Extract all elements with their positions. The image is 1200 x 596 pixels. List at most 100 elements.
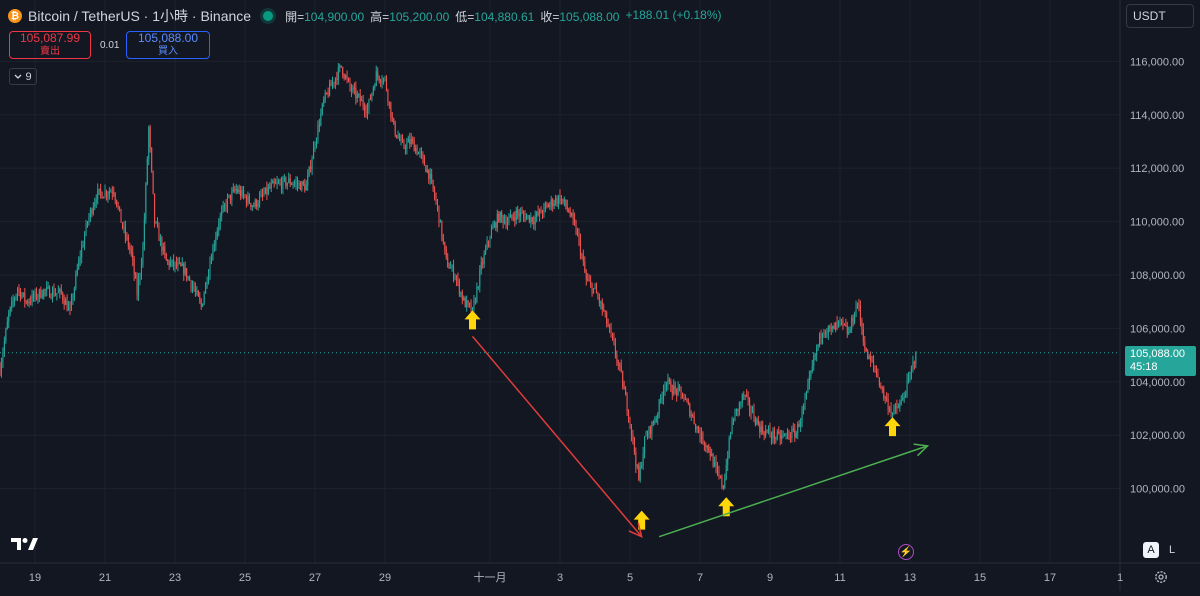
candle-body: [496, 213, 498, 228]
candle-body: [568, 209, 570, 213]
candle-body: [856, 303, 859, 306]
candle-body: [899, 403, 901, 408]
candle-body: [365, 111, 367, 114]
candle-body: [84, 234, 86, 245]
candle-body: [636, 465, 638, 467]
candle-body: [208, 274, 210, 283]
candle-body: [604, 310, 606, 313]
candle-body: [562, 198, 564, 202]
down-trend-arrowhead: [628, 522, 643, 538]
candle-body: [390, 102, 392, 117]
buy-button[interactable]: 105,088.00 買入: [126, 31, 210, 59]
candle-body: [321, 103, 323, 114]
candle-body: [528, 215, 530, 223]
candle-body: [762, 426, 764, 433]
lightning-icon[interactable]: ⚡: [898, 544, 914, 560]
candle-body: [445, 248, 447, 258]
candle-body: [625, 389, 627, 396]
candle-body: [471, 307, 474, 313]
candle-body: [9, 307, 11, 313]
symbol-title[interactable]: Bitcoin / TetherUS · 1小時 · Binance: [28, 8, 252, 24]
candle-body: [842, 320, 844, 324]
candle-body: [41, 296, 43, 298]
candle-body: [798, 424, 800, 427]
candle-body: [317, 125, 319, 140]
candle-body: [184, 268, 186, 275]
candle-body: [639, 467, 641, 480]
candle-body: [693, 416, 695, 424]
candle-body: [107, 194, 109, 196]
candle-body: [893, 407, 895, 414]
candle-body: [470, 304, 472, 313]
candle-body: [318, 125, 320, 127]
candle-body: [611, 333, 614, 338]
candle-body: [399, 137, 401, 141]
tradingview-logo-icon[interactable]: [11, 536, 39, 552]
candle-body: [849, 329, 851, 332]
candle-body: [356, 94, 358, 99]
candle-body: [448, 267, 450, 269]
indicators-toggle-button[interactable]: 9: [9, 68, 37, 85]
auto-scale-button[interactable]: A: [1143, 542, 1159, 558]
candle-body: [70, 298, 72, 309]
ohlc-high: 高=105,200.00: [370, 9, 450, 24]
candle-body: [505, 220, 507, 226]
candle-body: [342, 67, 344, 75]
candle-body: [700, 432, 702, 440]
candle-body: [770, 435, 772, 439]
candle-body: [247, 196, 249, 204]
log-scale-button[interactable]: L: [1168, 544, 1176, 556]
candle-body: [240, 189, 242, 197]
candle-body: [177, 262, 179, 267]
candle-body: [27, 301, 29, 304]
candle-body: [873, 361, 875, 366]
candle-body: [68, 307, 70, 311]
candle-body: [854, 316, 856, 323]
candle-body: [708, 445, 710, 451]
candle-body: [181, 263, 183, 266]
candle-body: [3, 341, 5, 353]
candle-body: [148, 127, 150, 159]
candle-body: [695, 423, 697, 429]
candle-body: [676, 389, 678, 395]
candle-body: [366, 108, 369, 114]
candle-body: [406, 142, 408, 149]
candle-body: [571, 213, 573, 216]
x-tick-label: 25: [239, 572, 251, 584]
candle-body: [152, 170, 154, 194]
sell-button[interactable]: 105,087.99 賣出: [9, 31, 91, 59]
candle-body: [97, 189, 99, 200]
currency-select[interactable]: USDT: [1126, 4, 1194, 28]
candle-body: [143, 218, 145, 247]
candle-body: [479, 269, 481, 287]
candle-body: [722, 485, 724, 489]
candle-body: [794, 429, 796, 438]
candle-body: [234, 188, 236, 191]
candle-body: [910, 367, 912, 375]
candle-body: [88, 216, 90, 223]
candle-body: [186, 268, 188, 279]
candle-body: [868, 355, 870, 360]
gear-icon[interactable]: [1153, 569, 1169, 585]
candle-body: [380, 80, 382, 83]
candle-body: [862, 329, 864, 342]
candle-body: [105, 191, 107, 196]
candle-body: [82, 244, 84, 247]
candle-body: [57, 291, 59, 294]
candle-body: [582, 256, 584, 262]
candle-body: [95, 199, 97, 203]
candle-body: [480, 262, 482, 270]
candle-body: [76, 268, 78, 275]
candle-body: [243, 189, 245, 196]
candle-body: [450, 267, 452, 269]
candle-body: [836, 322, 838, 324]
annotations: [0, 310, 1120, 538]
candle-body: [19, 289, 21, 298]
candle-body: [617, 361, 619, 364]
candle-body: [644, 436, 646, 454]
candle-body: [171, 259, 173, 263]
candle-body: [24, 292, 26, 302]
candle-body: [737, 408, 739, 411]
